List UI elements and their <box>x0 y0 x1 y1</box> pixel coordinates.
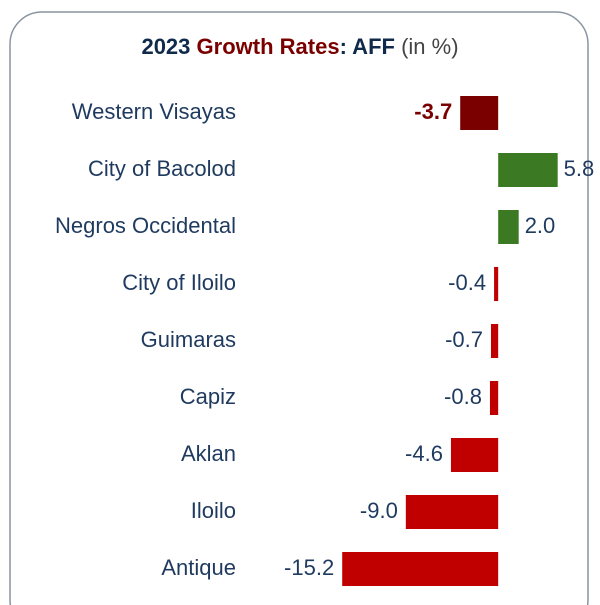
value-label: -0.8 <box>444 384 482 409</box>
value-label: -0.7 <box>445 327 483 352</box>
title-part: Growth Rates <box>197 34 340 59</box>
category-label: City of Bacolod <box>88 156 236 181</box>
title-part: : AFF <box>340 34 395 59</box>
value-label: 2.0 <box>525 213 556 238</box>
bar <box>494 267 499 301</box>
bar <box>489 381 499 415</box>
bar <box>490 324 499 358</box>
category-label: City of Iloilo <box>122 270 236 295</box>
value-label: -3.7 <box>414 99 452 124</box>
chart-title: 2023 Growth Rates: AFF (in %) <box>141 34 458 59</box>
category-label: Aklan <box>181 441 236 466</box>
value-label: 5.8 <box>564 156 595 181</box>
bar <box>450 438 499 472</box>
category-label: Antique <box>161 555 236 580</box>
value-label: -15.2 <box>284 555 334 580</box>
title-part: (in %) <box>401 34 458 59</box>
category-label: Negros Occidental <box>55 213 236 238</box>
bar <box>460 96 499 130</box>
category-label: Western Visayas <box>72 99 236 124</box>
bar <box>498 153 558 187</box>
category-label: Capiz <box>180 384 236 409</box>
value-label: -0.4 <box>448 270 486 295</box>
category-label: Iloilo <box>191 498 236 523</box>
frame <box>9 11 589 605</box>
value-label: -9.0 <box>360 498 398 523</box>
bar <box>342 552 499 586</box>
category-label: Guimaras <box>141 327 236 352</box>
title-part: 2023 <box>141 34 190 59</box>
value-label: -4.6 <box>405 441 443 466</box>
bar <box>498 210 519 244</box>
bar <box>405 495 499 529</box>
